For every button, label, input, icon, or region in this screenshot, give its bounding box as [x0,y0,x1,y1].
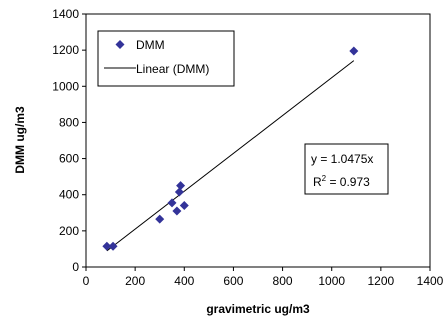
x-axis-title: gravimetric ug/m3 [206,302,310,316]
legend-label-linear: Linear (DMM) [136,62,209,76]
x-tick-label: 800 [273,274,293,288]
legend: DMM Linear (DMM) [98,31,234,86]
data-point-dmm [168,198,177,207]
r-squared-value: = 0.973 [326,175,370,189]
y-tick-label: 200 [59,224,79,238]
y-tick-label: 1200 [52,43,79,57]
y-axis-title: DMM ug/m3 [13,106,27,174]
y-axis-ticks: 0 200 400 600 800 1000 1200 1400 [52,7,86,274]
data-point-dmm [349,47,358,56]
legend-box [98,31,234,86]
x-tick-label: 1000 [318,274,345,288]
x-tick-label: 600 [223,274,243,288]
equation-box: y = 1.0475x R2 = 0.973 [305,144,388,194]
x-tick-label: 400 [174,274,194,288]
x-tick-label: 1400 [417,274,444,288]
data-point-dmm [176,181,185,190]
y-tick-label: 800 [59,115,79,129]
y-tick-label: 0 [72,260,79,274]
x-axis-ticks: 0 200 400 600 800 1000 1200 1400 [83,267,444,288]
x-tick-label: 1200 [368,274,395,288]
data-point-dmm [172,206,181,215]
data-point-dmm [180,201,189,210]
data-point-dmm [109,242,118,251]
equation-text: y = 1.0475x [311,152,373,166]
y-tick-label: 1000 [52,79,79,93]
legend-label-dmm: DMM [136,38,165,52]
x-tick-label: 0 [83,274,90,288]
r-squared-text: R2 = 0.973 [313,174,370,189]
x-tick-label: 200 [125,274,145,288]
y-tick-label: 1400 [52,7,79,21]
y-tick-label: 400 [59,188,79,202]
data-point-dmm [155,215,164,224]
r-squared-prefix: R [313,175,322,189]
y-tick-label: 600 [59,152,79,166]
